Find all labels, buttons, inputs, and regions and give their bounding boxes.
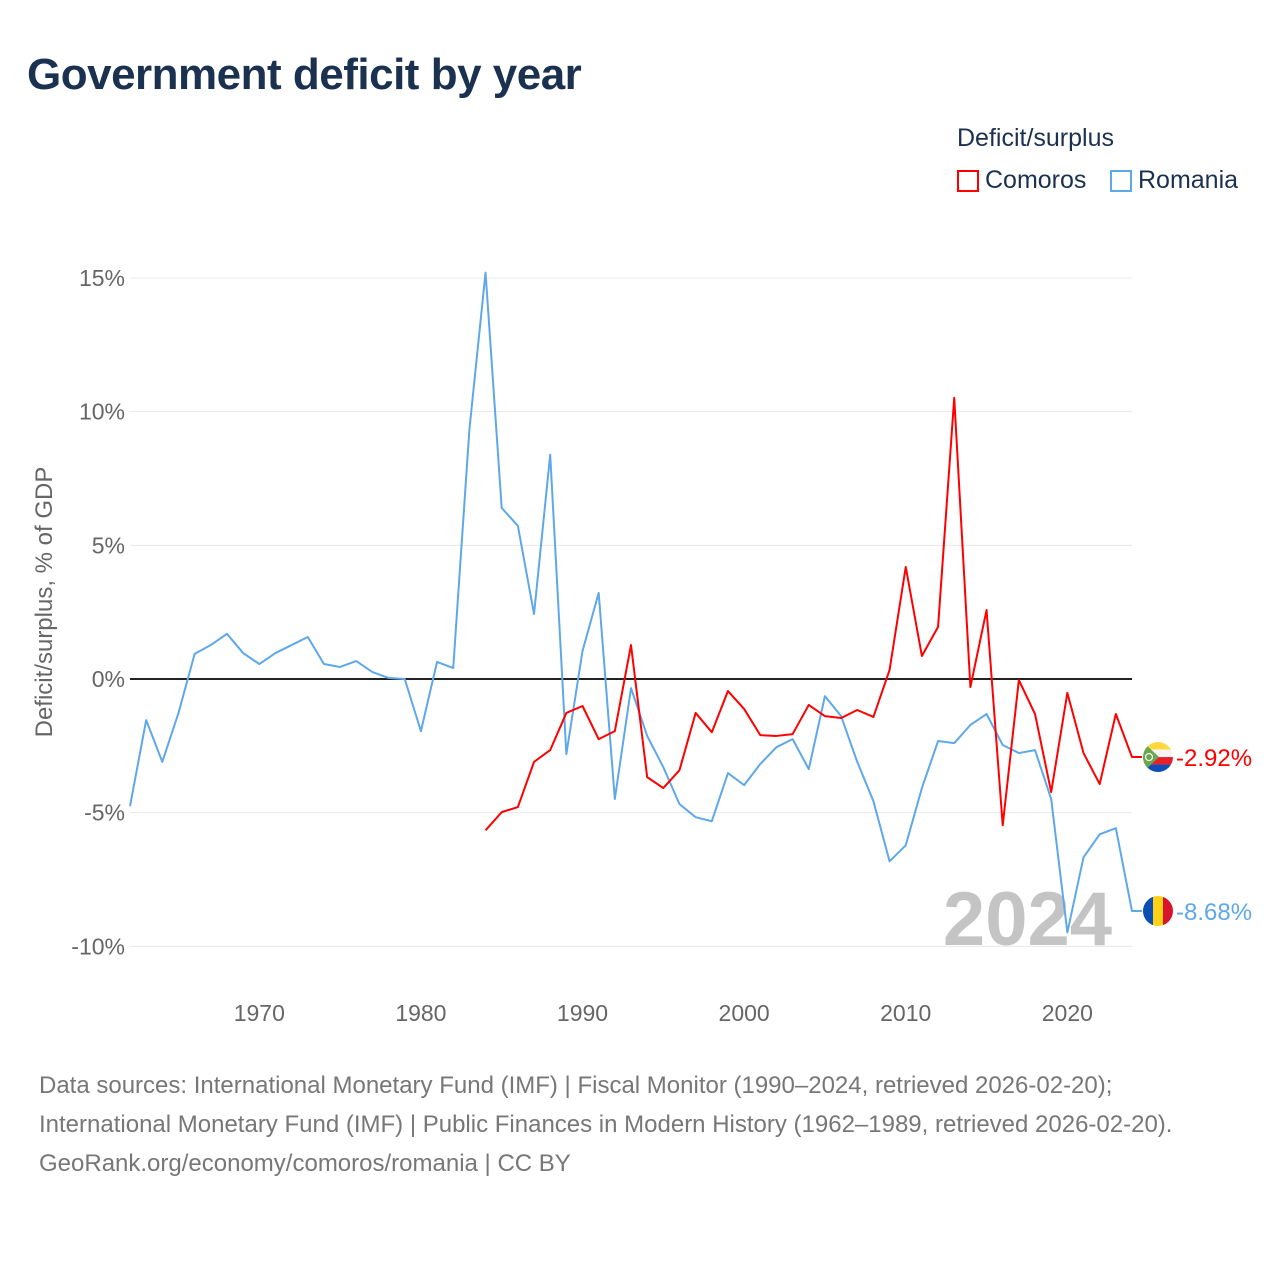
x-tick-label: 1970 <box>234 1000 285 1026</box>
footer: Data sources: International Monetary Fun… <box>39 1066 1249 1183</box>
flag-stripe <box>1143 742 1173 750</box>
legend-swatch-comoros <box>957 169 979 192</box>
line-chart: 15% 10% 5% 0% -5% -10% 1970 1980 1990 2000 2010 202… <box>31 265 1252 1026</box>
year-watermark: 2024 <box>943 877 1112 962</box>
y-axis-label: Deficit/surplus, % of GDP <box>31 467 58 738</box>
y-tick-label: 10% <box>79 399 125 425</box>
series-line-romania <box>129 271 1142 934</box>
end-value-label-romania: -8.68% <box>1176 899 1252 926</box>
series-line-comoros <box>484 396 1142 831</box>
x-tick-label: 1990 <box>557 1000 608 1026</box>
legend-label: Romania <box>1138 166 1239 194</box>
x-tick-label: 2020 <box>1042 1000 1093 1026</box>
credit-link[interactable]: GeoRank.org/economy/comoros/romania | CC… <box>39 1150 571 1177</box>
flag-stripe <box>1143 757 1173 765</box>
chart-title: Government deficit by year <box>27 50 582 99</box>
legend-title: Deficit/surplus <box>957 124 1114 152</box>
y-tick-label: 5% <box>92 532 125 558</box>
legend-item-comoros[interactable]: Comoros <box>957 166 1086 195</box>
flag-stripe <box>1143 764 1173 773</box>
flag-comoros-icon <box>1143 742 1173 773</box>
x-tick-label: 2010 <box>880 1000 931 1026</box>
end-value-label-comoros: -2.92% <box>1176 745 1252 772</box>
y-tick-label: -10% <box>71 933 125 959</box>
legend-swatch-romania <box>1110 169 1132 192</box>
flag-romania-icon <box>1143 896 1173 927</box>
flag-stripe <box>1143 749 1173 758</box>
x-tick-label: 2000 <box>719 1000 770 1026</box>
legend-item-romania[interactable]: Romania <box>1110 166 1238 195</box>
data-sources: Data sources: International Monetary Fun… <box>39 1072 1173 1138</box>
flag-stripe <box>1153 896 1163 927</box>
y-tick-label: 0% <box>92 666 125 692</box>
y-tick-label: -5% <box>84 800 125 826</box>
flag-stripe <box>1143 896 1153 927</box>
flag-stripe <box>1163 896 1173 927</box>
x-tick-label: 1980 <box>395 1000 446 1026</box>
flag-triangle <box>1143 742 1159 773</box>
y-tick-label: 15% <box>79 265 125 291</box>
legend-label: Comoros <box>985 166 1087 194</box>
flag-crescent <box>1144 752 1154 762</box>
